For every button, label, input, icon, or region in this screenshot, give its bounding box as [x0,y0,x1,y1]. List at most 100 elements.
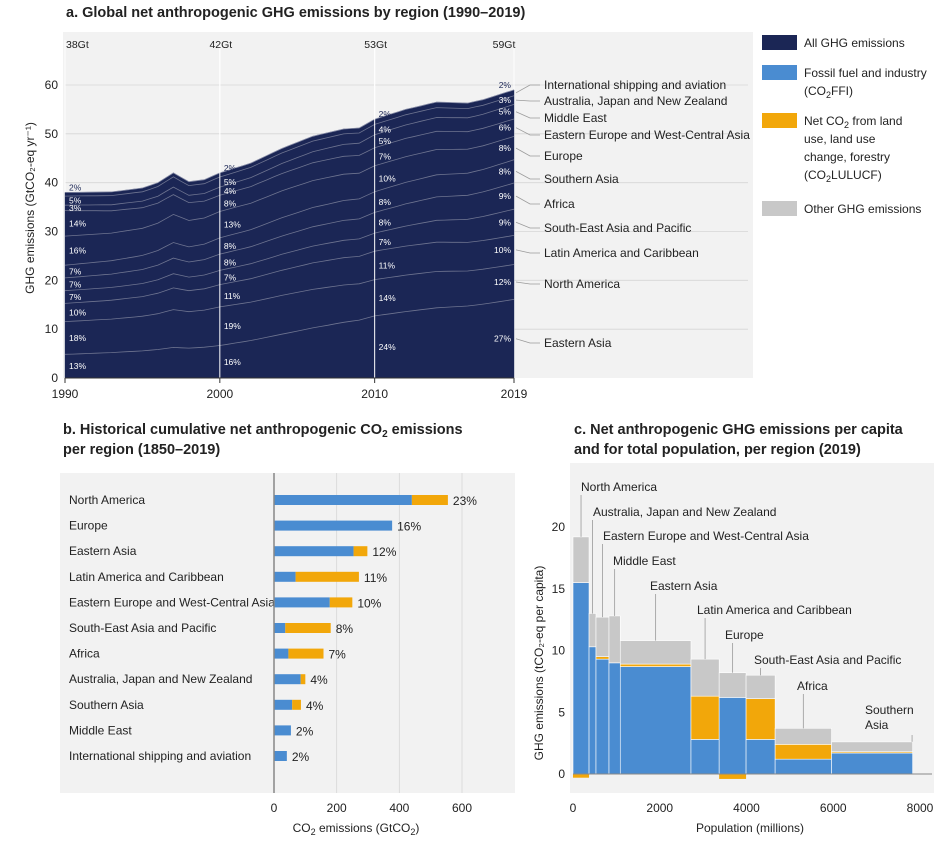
panel-a-axes: 0 10 20 30 40 50 60 1990 2000 2010 2019 38Gt 42Gt 53G… [45,39,528,401]
bar-luluc-eastern-asia [619,663,692,667]
share-label: 5% [379,136,392,146]
region-label-north-america: North America [544,277,620,291]
boundary-line [64,159,515,266]
bar-fossil-international-shipping-and-aviation [274,751,287,761]
panel-c-y-axis-label: GHG emissions (tCO₂-eq per capita) [532,566,546,761]
bar-fossil-africa [274,648,289,659]
y-tick-label: 10 [45,322,59,336]
legend-swatch-other [762,201,797,216]
bar-fossil-africa [774,758,832,775]
leader-line [515,99,540,102]
bar-luluc-southern-asia [292,699,301,710]
panel-c-x-axis-label: Population (millions) [696,821,804,835]
c-region-label-europe: Europe [725,628,764,642]
bar-fossil-australia-japan-and-new-zealand [588,646,597,775]
legend-swatch-fossil [762,65,797,80]
panel-b: b. Historical cumulative net anthropogen… [60,422,515,837]
region-label-south-east-asia-and-pacific: South-East Asia and Pacific [544,221,691,235]
leader-line [515,221,540,229]
c-region-label-southern: Southern [865,703,914,717]
boundary-line [64,104,515,206]
c-region-label-australia-japan-and-new-zealand: Australia, Japan and New Zealand [593,505,776,519]
bar-fossil-europe [718,697,747,775]
share-label: 19% [224,321,241,331]
bar-other-eastern-asia [619,640,692,665]
category-label-southern-asia: Southern Asia [69,698,144,712]
c-region-label-north-america: North America [581,480,657,494]
bar-share-label: 2% [296,724,314,738]
region-label-latin-america-and-caribbean: Latin America and Caribbean [544,246,699,260]
c-x-tick-label: 2000 [646,801,673,815]
category-label-eastern-europe-and-west-central-asia: Eastern Europe and West-Central Asia [69,595,275,609]
bar-other-africa [774,728,832,745]
panel-a-stacked-areas [64,89,515,379]
share-label: 11% [379,260,396,270]
c-y-tick-label: 5 [558,705,565,719]
b-x-tick-label: 600 [452,801,472,815]
panel-c: c. Net anthropogenic GHG emissions per c… [532,422,934,835]
share-label: 13% [69,361,86,371]
bar-other-southern-asia [831,741,913,753]
share-label: 8% [224,198,237,208]
bar-other-north-america [572,536,590,583]
bar-luluc-australia-japan-and-new-zealand [300,674,306,685]
bar-other-south-east-asia-and-pacific [745,674,776,699]
panel-b-title-line2: per region (1850–2019) [63,442,220,458]
leader-line [515,281,540,285]
bar-share-label: 10% [357,596,381,610]
panel-c-title-line1: c. Net anthropogenic GHG emissions per c… [574,422,904,438]
share-label: 8% [499,143,512,153]
y-tick-label: 50 [45,127,59,141]
c-region-label-middle-east: Middle East [613,554,676,568]
leader-line [515,171,540,180]
share-label: 8% [379,218,392,228]
category-label-africa: Africa [69,647,100,661]
share-label: 14% [379,293,396,303]
bar-fossil-north-america [572,582,590,775]
c-region-label-latin-america-and-caribbean: Latin America and Caribbean [697,603,852,617]
region-label-southern-asia: Southern Asia [544,172,619,186]
share-label: 7% [379,237,392,247]
region-label-australia-japan-and-new-zealand: Australia, Japan and New Zealand [544,94,727,108]
share-label: 14% [69,218,86,228]
share-label: 8% [224,257,237,267]
share-label: 2% [69,182,82,192]
share-label: 3% [499,95,512,105]
share-label: 9% [499,191,512,201]
legend-swatch-all-ghg [762,35,797,50]
bar-luluc-africa [288,648,324,659]
share-label: 24% [379,342,396,352]
boundary-line [64,235,515,304]
boundary-line [64,264,515,322]
share-label: 10% [69,308,86,318]
legend-label-luluc-1: Net CO2 from land [804,114,902,130]
bar-fossil-europe [274,520,393,531]
category-label-australia-japan-and-new-zealand: Australia, Japan and New Zealand [69,672,252,686]
c-x-tick-label: 4000 [733,801,760,815]
c-y-tick-label: 20 [552,520,566,534]
legend-label-luluc-4: (CO2LULUCF) [804,168,882,184]
bar-luluc-latin-america-and-caribbean [295,571,359,582]
share-label: 7% [69,279,82,289]
panel-c-region-labels: North America Australia, Japan and New Ze… [580,480,914,742]
category-label-north-america: North America [69,493,145,507]
share-label: 8% [379,197,392,207]
bar-share-label: 4% [310,673,328,687]
panel-c-title-line2: and for total population, per region (20… [574,442,861,458]
bar-share-label: 11% [364,571,387,585]
c-x-tick-label: 8000 [907,801,934,815]
bar-luluc-north-america [411,495,448,505]
share-label: 9% [499,217,512,227]
y-tick-label: 60 [45,78,59,92]
bar-fossil-south-east-asia-and-pacific [274,623,286,633]
legend-swatch-luluc [762,113,797,128]
boundary-line [64,136,515,237]
region-label-middle-east: Middle East [544,111,607,125]
bar-fossil-latin-america-and-caribbean [690,739,720,775]
bar-luluc-south-east-asia-and-pacific [745,698,776,740]
bar-luluc-eastern-asia [353,546,368,557]
share-label: 2% [499,80,512,90]
legend-label-luluc-2: use, land use [804,132,876,146]
y-tick-label: 30 [45,225,59,239]
bar-luluc-europe [719,774,747,779]
